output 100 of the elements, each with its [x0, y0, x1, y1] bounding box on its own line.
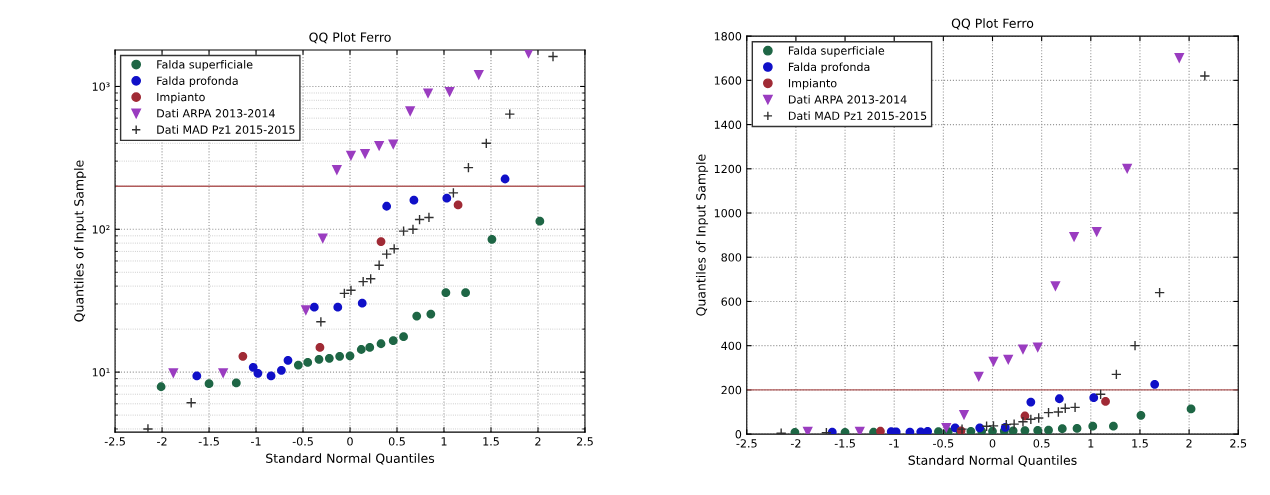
point — [412, 311, 422, 321]
point — [204, 379, 214, 389]
point — [1008, 418, 1020, 430]
point — [142, 423, 154, 433]
point — [277, 365, 286, 375]
point — [1095, 388, 1106, 400]
point — [357, 276, 369, 287]
point — [1044, 425, 1053, 435]
legend-label: Dati ARPA 2013-2014 — [788, 95, 907, 104]
point — [1000, 419, 1012, 430]
point — [345, 351, 355, 361]
y-tick-label: 10¹ — [92, 368, 110, 377]
point — [238, 351, 248, 361]
y-tick-label: 800 — [721, 253, 742, 262]
point — [523, 50, 534, 59]
point — [1017, 344, 1029, 355]
point — [1026, 397, 1036, 407]
point — [988, 356, 999, 367]
point — [331, 165, 342, 176]
point — [854, 426, 865, 435]
point — [1186, 404, 1196, 414]
point — [827, 427, 837, 435]
point — [365, 273, 377, 285]
point — [547, 51, 559, 62]
point — [1050, 281, 1061, 292]
point — [314, 354, 324, 364]
x-tick-label: -2.5 — [736, 439, 757, 448]
point — [283, 355, 293, 365]
point — [453, 200, 463, 210]
chart-title: QQ Plot Ferro — [309, 32, 391, 44]
y-tick-label: 200 — [721, 385, 742, 395]
point — [335, 351, 345, 361]
point — [303, 357, 313, 367]
y-axis-title: Quantiles of Input Sample — [695, 154, 709, 316]
x-tick-label: -1 — [889, 439, 899, 448]
point — [185, 397, 197, 409]
point — [192, 371, 202, 381]
x-tick-label: -1 — [251, 437, 261, 446]
x-tick-label: -2.5 — [104, 437, 125, 446]
point — [1136, 410, 1146, 420]
point — [461, 288, 470, 298]
x-axis-title: Standard Normal Quantiles — [266, 453, 435, 465]
point — [422, 88, 434, 99]
x-tick-label: -2 — [157, 437, 167, 446]
point — [473, 70, 484, 81]
point — [802, 426, 813, 435]
point — [1129, 340, 1141, 352]
x-tick-label: 1 — [1088, 439, 1094, 448]
point — [1033, 412, 1045, 424]
legend-label: Impianto — [157, 92, 205, 104]
point — [1122, 163, 1133, 174]
point — [253, 368, 263, 378]
y-tick-label: 1000 — [714, 208, 742, 218]
point — [1109, 421, 1118, 431]
x-tick-label: 0.5 — [388, 437, 405, 446]
x-axis-title: Standard Normal Quantiles — [908, 455, 1077, 467]
legend-label: Falda superficiale — [157, 60, 253, 71]
legend-label: Falda profonda — [157, 76, 238, 88]
point — [399, 332, 408, 342]
x-tick-label: 1 — [441, 437, 447, 446]
point — [1091, 226, 1102, 238]
point — [156, 382, 166, 392]
point — [1150, 379, 1160, 389]
x-tick-label: 2.5 — [1230, 439, 1247, 448]
y-axis-title: Quantiles of Input Sample — [73, 160, 87, 322]
point — [382, 201, 392, 211]
point — [309, 302, 319, 312]
point — [1020, 426, 1030, 435]
point — [426, 309, 436, 319]
point — [981, 420, 992, 432]
x-tick-label: -2 — [790, 439, 801, 448]
point — [504, 108, 516, 120]
legend-label: Falda profonda — [788, 62, 870, 74]
point — [373, 259, 385, 271]
point — [315, 316, 327, 328]
point — [1199, 70, 1211, 82]
y-tick-label: 1800 — [714, 32, 742, 41]
x-tick-label: -0.5 — [292, 437, 313, 446]
point — [535, 216, 545, 226]
x-tick-label: 2 — [1186, 439, 1192, 448]
point — [266, 371, 276, 381]
y-tick-label: 10² — [92, 225, 110, 234]
point — [463, 162, 474, 174]
point — [973, 371, 984, 382]
x-tick-label: -1.5 — [834, 439, 855, 448]
point — [168, 368, 179, 379]
point — [988, 420, 999, 432]
point — [423, 212, 435, 223]
y-tick-label: 600 — [721, 297, 742, 306]
point — [414, 214, 425, 225]
point — [441, 288, 451, 298]
point — [442, 193, 452, 203]
point — [345, 150, 357, 161]
point — [357, 298, 367, 308]
point — [359, 148, 371, 160]
point — [876, 426, 885, 435]
point — [217, 368, 229, 379]
point — [1003, 354, 1014, 365]
x-tick-label: 0.5 — [1033, 439, 1050, 448]
x-tick-label: -0.5 — [933, 439, 954, 448]
